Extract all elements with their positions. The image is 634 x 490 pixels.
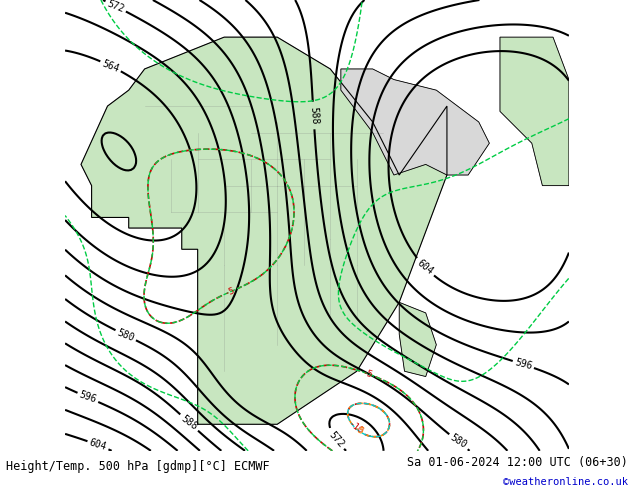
Text: 604: 604 [88, 438, 108, 452]
Text: 588: 588 [308, 106, 319, 124]
Text: 580: 580 [115, 327, 136, 343]
Text: 564: 564 [101, 58, 120, 74]
Text: 596: 596 [514, 357, 533, 371]
Text: 572: 572 [106, 0, 126, 14]
Polygon shape [341, 69, 489, 175]
Polygon shape [81, 37, 447, 424]
Text: ©weatheronline.co.uk: ©weatheronline.co.uk [503, 477, 628, 487]
Text: -5: -5 [361, 368, 374, 380]
Text: -10: -10 [346, 419, 365, 437]
Text: -5: -5 [352, 424, 366, 438]
Text: 580: 580 [448, 433, 469, 451]
Text: 596: 596 [78, 390, 98, 405]
Polygon shape [500, 37, 569, 186]
Text: 572: 572 [327, 430, 346, 449]
Text: 604: 604 [415, 258, 435, 277]
Text: Sa 01-06-2024 12:00 UTC (06+30): Sa 01-06-2024 12:00 UTC (06+30) [407, 456, 628, 469]
Text: Height/Temp. 500 hPa [gdmp][°C] ECMWF: Height/Temp. 500 hPa [gdmp][°C] ECMWF [6, 460, 270, 473]
Text: 588: 588 [179, 414, 199, 432]
Polygon shape [399, 302, 436, 376]
Text: -5: -5 [223, 286, 236, 298]
